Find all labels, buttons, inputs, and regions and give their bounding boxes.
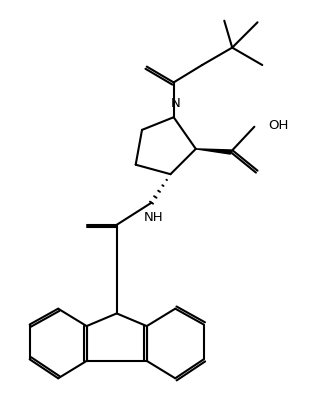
Text: N: N xyxy=(170,97,180,110)
Text: NH: NH xyxy=(143,211,163,224)
Polygon shape xyxy=(196,149,231,154)
Text: OH: OH xyxy=(269,119,289,132)
